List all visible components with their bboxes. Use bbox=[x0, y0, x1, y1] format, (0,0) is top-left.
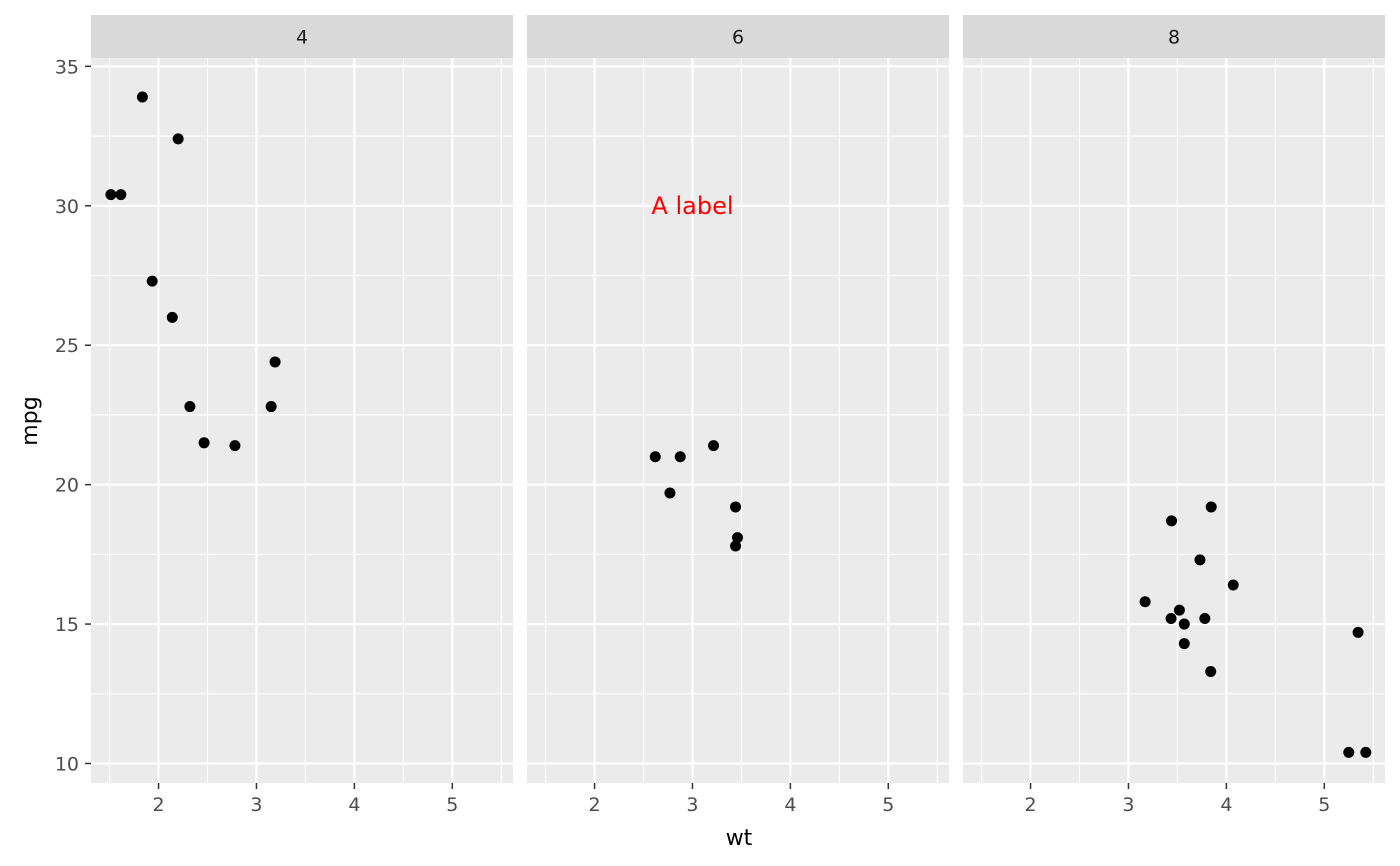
y-tick-label: 10 bbox=[55, 753, 79, 775]
data-point bbox=[136, 91, 148, 103]
x-tick-label: 4 bbox=[784, 794, 796, 816]
x-tick-label: 3 bbox=[1122, 794, 1134, 816]
data-point bbox=[1199, 612, 1211, 624]
x-tick-label: 5 bbox=[446, 794, 458, 816]
facet-panel-4: 4 2 3 4 5 bbox=[91, 15, 513, 816]
facet-strip-label: 4 bbox=[296, 27, 308, 49]
y-axis: 10 15 20 25 30 35 bbox=[55, 56, 91, 775]
data-point bbox=[1194, 554, 1206, 566]
facet-panel-6: 6 A label 2 3 4 5 bbox=[527, 15, 949, 816]
data-point bbox=[732, 532, 744, 544]
x-tick-label: 2 bbox=[589, 794, 601, 816]
panel-background bbox=[963, 58, 1385, 783]
data-point bbox=[1173, 604, 1185, 616]
data-point bbox=[265, 401, 277, 413]
data-point bbox=[664, 487, 676, 499]
panel-background bbox=[527, 58, 949, 783]
data-point bbox=[1360, 746, 1372, 758]
y-tick-label: 30 bbox=[55, 196, 79, 218]
data-point bbox=[708, 440, 720, 452]
panel-background bbox=[91, 58, 513, 783]
data-point bbox=[730, 501, 742, 513]
facet-strip-label: 6 bbox=[732, 27, 744, 49]
x-tick-label: 4 bbox=[348, 794, 360, 816]
facet-panel-8: 8 2 3 4 5 bbox=[963, 15, 1385, 816]
data-point bbox=[1178, 638, 1190, 650]
data-point bbox=[1352, 626, 1364, 638]
x-tick-label: 3 bbox=[686, 794, 698, 816]
x-tick-label: 2 bbox=[1025, 794, 1037, 816]
facet-strip bbox=[91, 15, 513, 58]
data-point bbox=[1178, 618, 1190, 630]
facet-panels: 4 2 3 4 5 6 A label 2 3 4 5 8 2 3 4 5 bbox=[91, 15, 1385, 816]
data-point bbox=[269, 356, 281, 368]
facet-strip bbox=[527, 15, 949, 58]
x-tick-label: 2 bbox=[153, 794, 165, 816]
data-point bbox=[172, 133, 184, 145]
data-point bbox=[146, 275, 158, 287]
data-point bbox=[1343, 746, 1355, 758]
x-axis-label: wt bbox=[726, 826, 753, 851]
data-point bbox=[229, 440, 241, 452]
data-point bbox=[166, 311, 178, 323]
x-tick-label: 5 bbox=[1318, 794, 1330, 816]
y-tick-label: 25 bbox=[55, 335, 79, 357]
data-point bbox=[105, 189, 117, 201]
data-point bbox=[198, 437, 210, 449]
x-tick-label: 5 bbox=[882, 794, 894, 816]
data-point bbox=[1166, 515, 1178, 527]
y-tick-label: 20 bbox=[55, 475, 79, 497]
y-tick-label: 35 bbox=[55, 56, 79, 78]
y-axis-label: mpg bbox=[18, 396, 43, 445]
facet-strip bbox=[963, 15, 1385, 58]
y-tick-label: 15 bbox=[55, 614, 79, 636]
data-point bbox=[1205, 501, 1217, 513]
data-point bbox=[184, 401, 196, 413]
data-point bbox=[1205, 665, 1217, 677]
x-tick-label: 4 bbox=[1220, 794, 1232, 816]
data-point bbox=[115, 189, 127, 201]
data-point bbox=[674, 451, 686, 463]
x-tick-label: 3 bbox=[250, 794, 262, 816]
data-point bbox=[649, 451, 661, 463]
data-point bbox=[1227, 579, 1239, 591]
data-point bbox=[1165, 612, 1177, 624]
facet-strip-label: 8 bbox=[1168, 27, 1180, 49]
data-point bbox=[1139, 596, 1151, 608]
data-point bbox=[730, 540, 742, 552]
annotation-label: A label bbox=[651, 192, 733, 220]
